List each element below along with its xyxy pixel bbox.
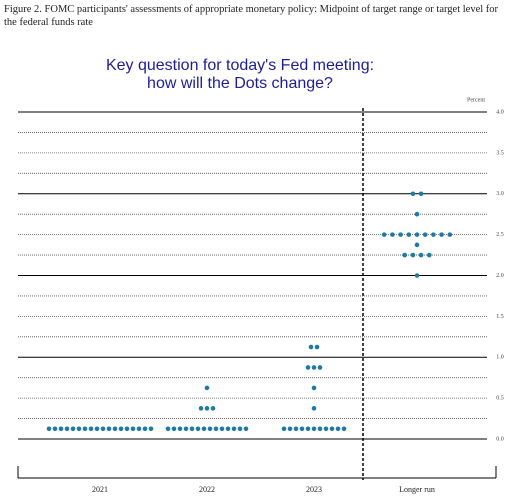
dot [204,406,210,411]
dot [287,426,293,432]
dot [398,232,403,237]
dot [58,426,64,432]
dot [402,252,408,258]
dot [177,426,183,432]
dot [447,232,453,237]
caption: Figure 2. FOMC participants' assessments… [4,4,499,28]
dot [219,426,225,432]
y-tick-label: 1.5 [496,314,504,320]
dot [70,426,76,432]
dot [341,426,347,432]
dot [422,232,428,237]
dot [198,406,204,411]
dot [329,426,335,432]
x-tick-label: 2022 [199,485,215,494]
y-tick-label: 3.0 [496,191,504,197]
y-tick-label: 2.0 [496,273,504,279]
dot [305,426,311,432]
dot [311,426,317,432]
dot [204,385,210,391]
x-tick-label: 2021 [92,485,108,494]
dot [439,232,444,237]
dot [94,426,100,432]
dot [124,426,130,432]
dot [311,385,317,391]
y-tick-label: 2.5 [496,232,504,238]
dot [305,365,311,370]
dot [207,426,213,432]
dot [317,365,323,370]
x-tick-label: Longer run [399,485,435,494]
dot [406,232,412,237]
dot [130,426,136,432]
y-tick-label: 4.0 [496,109,504,115]
dot [52,426,58,432]
dot [299,426,305,432]
dot [335,426,341,432]
dot [171,426,177,432]
dot [100,426,106,432]
dot [427,252,432,258]
dot [410,252,416,258]
y-tick-label: 1.0 [496,355,504,361]
dot [64,426,70,432]
dot [381,232,387,237]
title-line: Key question for today's Fed meeting: [106,57,374,74]
dot [308,344,314,350]
dot [293,426,299,432]
dot [281,426,287,432]
dot [431,232,436,237]
dot [390,232,395,237]
dot [414,211,420,217]
dot [189,426,195,432]
dot [88,426,94,432]
dot [323,426,329,432]
x-tick-label: 2023 [306,485,322,494]
y-tick-label: 0.5 [496,396,504,402]
dot [237,426,243,432]
dot [195,426,201,432]
dot [225,426,231,432]
dot [112,426,118,432]
dot [243,426,249,432]
dot [142,426,148,432]
dot [311,365,317,370]
dot [136,426,142,432]
dot [165,426,171,432]
dot [46,426,52,432]
dot [183,426,189,432]
title-line: how will the Dots change? [147,75,333,92]
dot [118,426,124,432]
dot [414,273,420,278]
y-tick-label: 0.0 [496,436,504,442]
y-tick-label: 3.5 [496,150,504,156]
dot [418,252,424,258]
dot [148,426,154,432]
dot [210,406,216,411]
dot [414,242,420,248]
dot [106,426,112,432]
dot [231,426,237,432]
dot [82,426,88,432]
dot [418,191,424,197]
dot [414,232,420,237]
dot [311,406,317,411]
dot [201,426,207,432]
dot [410,191,416,197]
dot [317,426,323,432]
dot [76,426,82,432]
dot [314,344,320,350]
y-axis-label: Percent [467,97,485,103]
dot [213,426,219,432]
